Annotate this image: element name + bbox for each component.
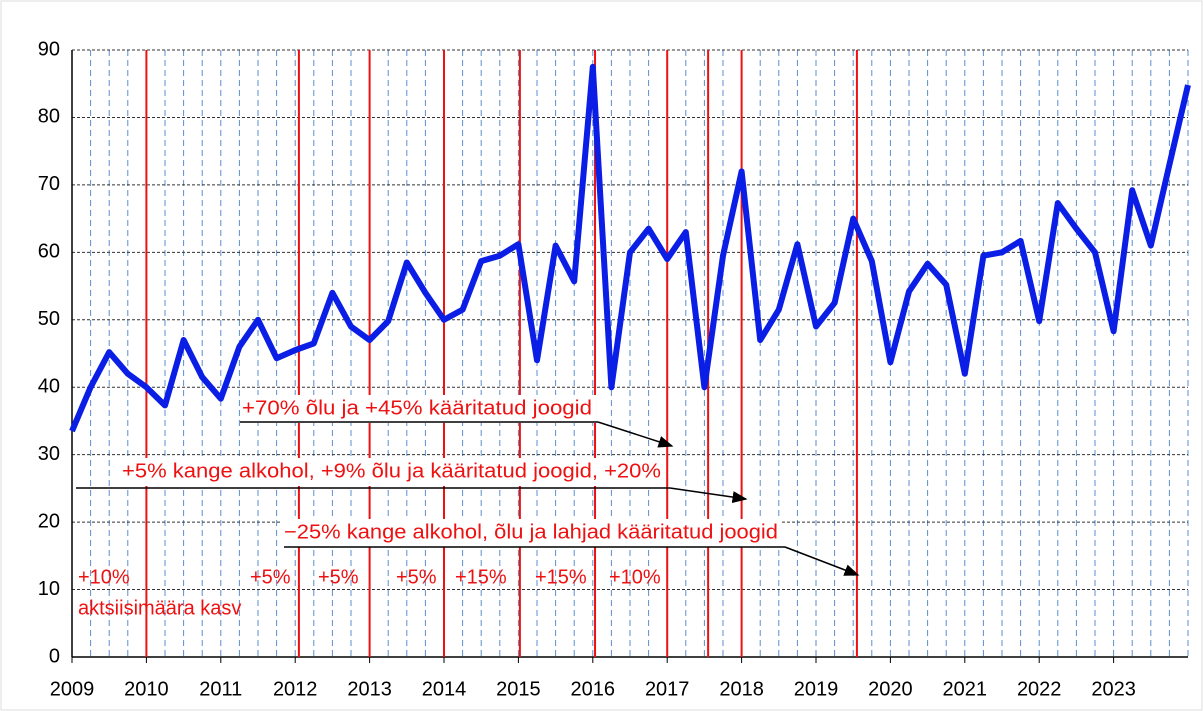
y-tick-label: 50: [38, 308, 60, 330]
x-tick-label: 2013: [347, 678, 392, 700]
event-label: +15%: [535, 566, 587, 588]
y-tick-label: 20: [38, 510, 60, 532]
y-tick-label: 90: [38, 38, 60, 60]
x-tick-label: 2017: [645, 678, 690, 700]
annotation-arrow: [597, 421, 674, 448]
event-label: +5%: [396, 566, 437, 588]
x-tick-label: 2009: [50, 678, 95, 700]
event-label: +15%: [455, 566, 507, 588]
annotation-arrow: [669, 487, 748, 504]
y-tick-label: 30: [38, 443, 60, 465]
y-tick-label: 80: [38, 106, 60, 128]
x-tick-label: 2011: [199, 678, 242, 700]
annotation-bg: [240, 395, 596, 423]
event-label: +10%: [609, 566, 661, 588]
event-label: +5%: [250, 566, 291, 588]
y-tick-label: 40: [38, 376, 60, 398]
x-tick-label: 2018: [719, 678, 764, 700]
y-tick-label: 70: [38, 173, 60, 195]
annotation: −25% kange alkohol, õlu ja lahjad käärit…: [284, 521, 778, 543]
x-tick-label: 2021: [943, 678, 988, 700]
annotation: +5% kange alkohol, +9% õlu ja kääritatud…: [122, 460, 661, 482]
x-tick-label: 2014: [422, 678, 467, 700]
x-tick-label: 2015: [496, 678, 541, 700]
x-tick-label: 2012: [273, 678, 318, 700]
y-tick-label: 60: [38, 241, 60, 263]
y-tick-label: 10: [38, 578, 60, 600]
x-tick-label: 2023: [1091, 678, 1136, 700]
event-label: +5%: [318, 566, 359, 588]
annotation-bg: [282, 519, 782, 547]
x-tick-label: 2019: [794, 678, 839, 700]
annotation-arrow: [784, 546, 860, 576]
x-tick-label: 2020: [868, 678, 913, 700]
x-tick-label: 2010: [124, 678, 169, 700]
annotation: +70% õlu ja +45% kääritatud joogid: [242, 397, 592, 419]
event-label: +10%: [78, 566, 130, 588]
event-label: aktsiisimäära kasv: [78, 597, 241, 619]
x-tick-label: 2016: [571, 678, 616, 700]
y-tick-label: 0: [49, 645, 60, 667]
data-line: [69, 63, 1191, 433]
x-tick-label: 2022: [1017, 678, 1062, 700]
annotation-bg: [120, 458, 665, 486]
